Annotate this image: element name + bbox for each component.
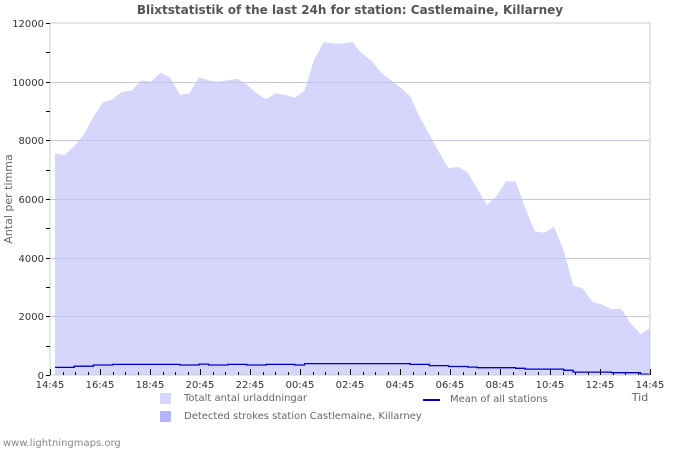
svg-text:12000: 12000 (12, 19, 44, 30)
svg-text:18:45: 18:45 (136, 380, 165, 391)
svg-text:2000: 2000 (19, 312, 44, 323)
legend-item-total: Totalt antal urladdningar (160, 393, 307, 404)
svg-text:04:45: 04:45 (386, 380, 415, 391)
legend-label-total: Totalt antal urladdningar (184, 393, 308, 404)
y-axis-title: Antal per timma (2, 154, 15, 243)
footer-link[interactable]: www.lightningmaps.org (3, 438, 121, 449)
svg-text:00:45: 00:45 (286, 380, 315, 391)
plot-area (50, 42, 651, 375)
svg-text:06:45: 06:45 (436, 380, 465, 391)
svg-text:6000: 6000 (19, 195, 44, 206)
legend-label-detected: Detected strokes station Castlemaine, Ki… (184, 411, 422, 422)
y-axis: 0 2000 4000 6000 8000 10000 12000 (12, 19, 50, 382)
svg-text:08:45: 08:45 (486, 380, 515, 391)
svg-text:10000: 10000 (12, 78, 44, 89)
svg-text:8000: 8000 (19, 136, 44, 147)
svg-text:02:45: 02:45 (336, 380, 365, 391)
svg-text:0: 0 (38, 371, 44, 382)
legend-swatch-total (160, 393, 171, 404)
legend-label-mean: Mean of all stations (450, 394, 548, 405)
svg-text:20:45: 20:45 (186, 380, 215, 391)
legend-swatch-detected (160, 411, 171, 422)
svg-text:16:45: 16:45 (86, 380, 115, 391)
svg-text:22:45: 22:45 (236, 380, 265, 391)
svg-text:12:45: 12:45 (586, 380, 615, 391)
svg-text:14:45: 14:45 (636, 380, 665, 391)
x-axis: 14:45 16:45 18:45 20:45 22:45 00:45 02:45 04:45… (36, 369, 665, 391)
legend-item-mean: Mean of all stations (423, 394, 548, 405)
chart-title: Blixtstatistik of the last 24h for stati… (136, 3, 564, 17)
x-axis-title: Tid (631, 391, 648, 404)
legend-swatch-mean (423, 398, 440, 401)
svg-text:10:45: 10:45 (536, 380, 565, 391)
legend-item-detected: Detected strokes station Castlemaine, Ki… (160, 411, 422, 422)
svg-text:4000: 4000 (19, 254, 44, 265)
svg-text:14:45: 14:45 (36, 380, 65, 391)
